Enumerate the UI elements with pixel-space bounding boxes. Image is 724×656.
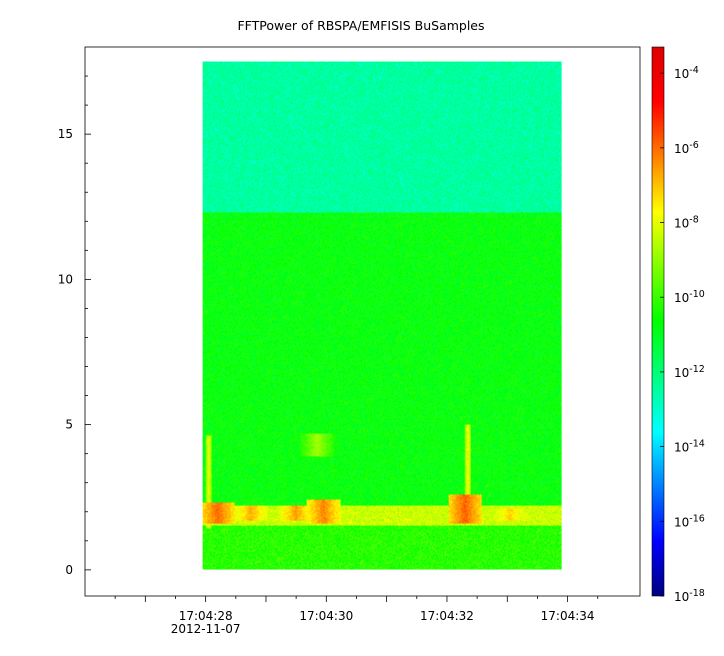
colorbar-tick-label: 10-16 <box>674 513 705 529</box>
colorbar-gradient <box>651 46 665 597</box>
spectrogram-image <box>202 61 562 570</box>
chart-title: FFTPower of RBSPA/EMFISIS BuSamples <box>237 18 484 33</box>
x-tick-label: 17:04:30 <box>299 609 353 623</box>
x-tick-label: 17:04:34 <box>541 609 595 623</box>
colorbar-ticks: 10-4 10-6 10-8 10-10 10-12 10-14 10-16 10-18 <box>660 65 705 604</box>
y-tick-label: 10 <box>58 272 73 286</box>
x-tick-sublabel: 2012-11-07 <box>171 622 241 636</box>
y-tick-label: 0 <box>65 563 73 577</box>
colorbar-tick-label: 10-8 <box>674 215 699 231</box>
colorbar-tick-label: 10-14 <box>674 439 705 455</box>
y-tick-label: 15 <box>58 127 73 141</box>
colorbar-tick-label: 10-12 <box>674 364 705 380</box>
x-tick-label: 17:04:28 <box>179 609 233 623</box>
x-tick-label: 17:04:32 <box>420 609 474 623</box>
colorbar-tick-label: 10-4 <box>674 65 699 81</box>
y-axis: 0 5 10 15 <box>58 75 91 577</box>
colorbar-tick-label: 10-18 <box>674 588 705 604</box>
colorbar: 10-4 10-6 10-8 10-10 10-12 10-14 10-16 10-18 <box>651 46 705 604</box>
colorbar-tick-label: 10-6 <box>674 140 699 156</box>
colorbar-tick-label: 10-10 <box>674 289 705 305</box>
y-tick-label: 5 <box>65 418 73 432</box>
plot-area <box>84 46 641 597</box>
